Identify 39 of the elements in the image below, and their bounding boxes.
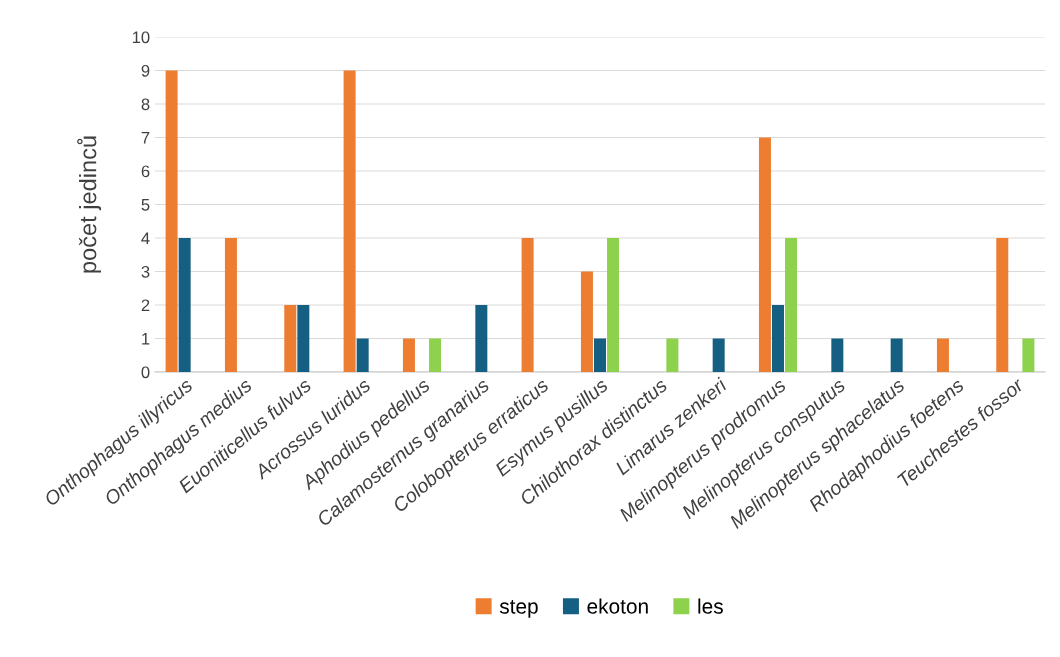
y-tick-label: 8 [141,98,150,111]
y-tick-label: 4 [141,232,150,245]
y-tick-label: 2 [141,299,150,312]
bar [785,238,798,372]
y-tick-label: 1 [142,333,150,345]
bar [712,338,725,372]
bar [936,338,949,372]
y-tick-label: 10 [132,31,150,44]
bar [297,305,310,372]
bar [284,305,297,372]
bar [607,238,620,372]
bar [429,338,442,372]
bar [402,338,415,372]
y-axis-title: počet jedinců [77,136,102,273]
bar [356,338,369,372]
bar [165,70,178,372]
legend-label: ekoton [587,598,648,614]
bar [521,238,534,372]
y-tick-label: 9 [141,64,150,77]
bar [890,338,903,372]
legend-label: les [698,598,723,614]
bar [224,238,237,372]
bar [580,271,593,372]
y-tick-label: 5 [141,199,150,211]
bar [178,238,191,372]
bar [772,305,784,372]
bar [666,338,679,372]
bar [475,305,488,372]
bar [343,70,356,372]
bar [996,238,1009,372]
y-tick-label: 7 [141,132,150,144]
y-tick-label: 0 [141,366,150,379]
bar [831,338,844,372]
y-tick-label: 6 [141,165,150,178]
bar [594,338,606,372]
legend-label: step [499,600,538,618]
bar [758,137,771,372]
bar [1022,338,1035,372]
y-tick-label: 3 [141,265,150,278]
